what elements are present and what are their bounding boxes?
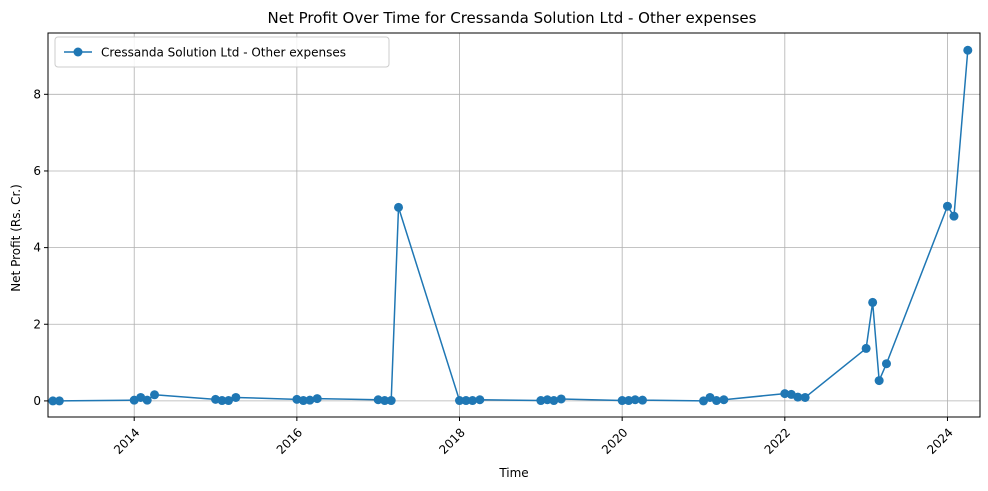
x-tick-label: 2014 [111, 425, 142, 456]
data-point [949, 211, 959, 221]
chart-title: Net Profit Over Time for Cressanda Solut… [268, 9, 757, 27]
data-point [542, 395, 552, 405]
data-point [793, 392, 803, 402]
y-tick-label: 2 [33, 317, 41, 331]
y-tick-label: 4 [33, 241, 41, 255]
y-tick-label: 6 [33, 164, 41, 178]
data-point [224, 396, 234, 406]
data-point [150, 390, 160, 400]
grid [48, 33, 980, 417]
data-point [54, 396, 64, 406]
data-point [719, 395, 729, 405]
data-point [874, 376, 884, 386]
y-tick-label: 0 [33, 394, 41, 408]
x-tick-label: 2022 [762, 425, 793, 456]
data-point [556, 394, 566, 404]
legend-box [54, 36, 390, 68]
data-point [475, 395, 485, 405]
data-point [637, 395, 647, 405]
data-point [536, 396, 546, 406]
x-axis-label: Time [498, 466, 528, 480]
y-axis-ticks: 0 2 4 6 8 [33, 87, 48, 408]
data-point [630, 395, 640, 405]
data-point [712, 396, 722, 406]
data-point [942, 201, 952, 211]
series-layer [48, 45, 973, 406]
legend-label: Cressanda Solution Ltd - Other expenses [101, 46, 346, 60]
data-point [305, 395, 315, 405]
data-point [231, 392, 241, 402]
data-point [549, 396, 559, 406]
y-tick-label: 8 [33, 87, 41, 101]
x-axis-ticks: 2014 2016 2018 2020 2022 2024 [111, 417, 956, 457]
data-point [48, 396, 58, 406]
data-point [881, 359, 891, 369]
data-point [861, 343, 871, 353]
data-point [394, 202, 404, 212]
data-point [142, 395, 152, 405]
series-line [52, 50, 969, 402]
data-point [963, 45, 973, 55]
legend: Cressanda Solution Ltd - Other expenses [54, 36, 390, 68]
data-point [780, 389, 790, 399]
data-point [312, 394, 322, 404]
y-axis-label: Net Profit (Rs. Cr.) [9, 184, 23, 292]
data-point [380, 396, 390, 406]
data-point [461, 396, 471, 406]
legend-marker [73, 47, 83, 57]
plot-area [47, 32, 981, 418]
x-tick-label: 2016 [274, 425, 305, 456]
data-point [868, 297, 878, 307]
data-point [386, 396, 396, 406]
data-point [373, 395, 383, 405]
x-tick-label: 2024 [924, 425, 955, 456]
data-point [617, 396, 627, 406]
x-tick-label: 2018 [436, 425, 467, 456]
data-point [455, 396, 465, 406]
data-point [468, 396, 478, 406]
data-point [624, 396, 634, 406]
data-point [298, 396, 308, 406]
x-tick-label: 2020 [599, 425, 630, 456]
data-point [800, 392, 810, 402]
data-point [217, 396, 227, 406]
